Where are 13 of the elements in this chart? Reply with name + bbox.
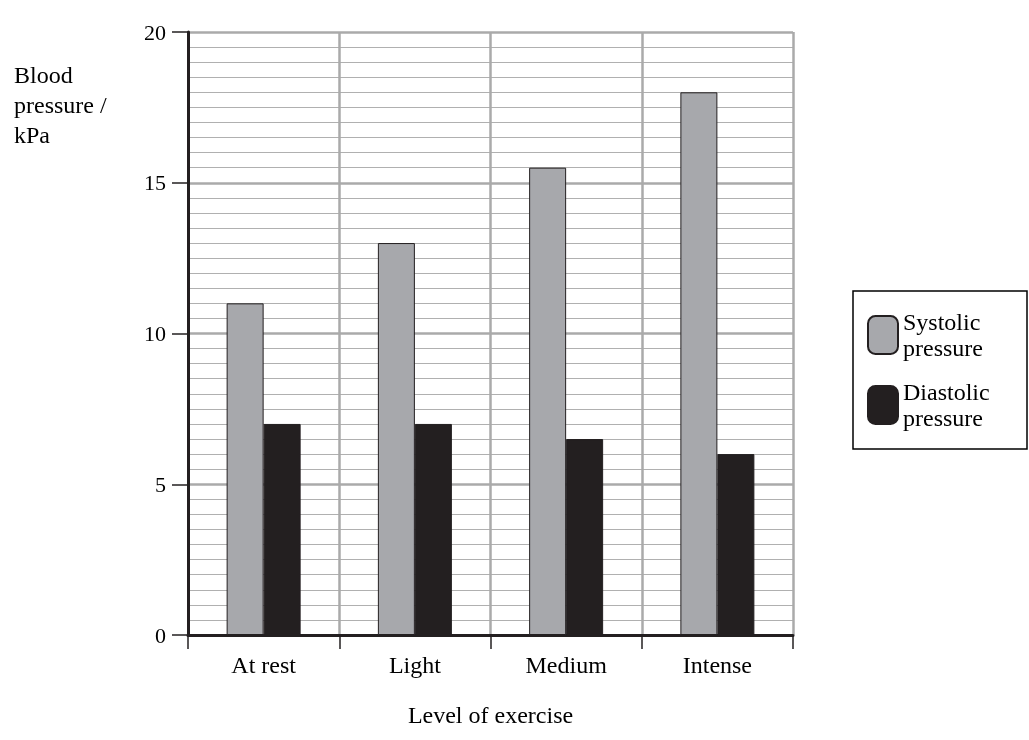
- y-tick-label: 0: [155, 622, 166, 648]
- y-tick-label: 15: [144, 170, 166, 196]
- y-tick-label: 5: [155, 471, 166, 497]
- x-tick-label: Light: [388, 652, 442, 678]
- y-axis-title: Blood pressure / kPa: [14, 62, 113, 148]
- y-tick-label: 20: [144, 19, 166, 45]
- legend-label: Systolic pressure: [903, 309, 987, 361]
- y-tick-label: 10: [144, 321, 166, 346]
- legend-label: Diastolic pressure: [903, 379, 996, 431]
- x-axis-title: Level of exercise: [407, 702, 574, 728]
- x-tick-label: Medium: [525, 652, 608, 678]
- x-tick-label: At rest: [231, 652, 297, 678]
- x-tick-label: Intense: [682, 652, 753, 678]
